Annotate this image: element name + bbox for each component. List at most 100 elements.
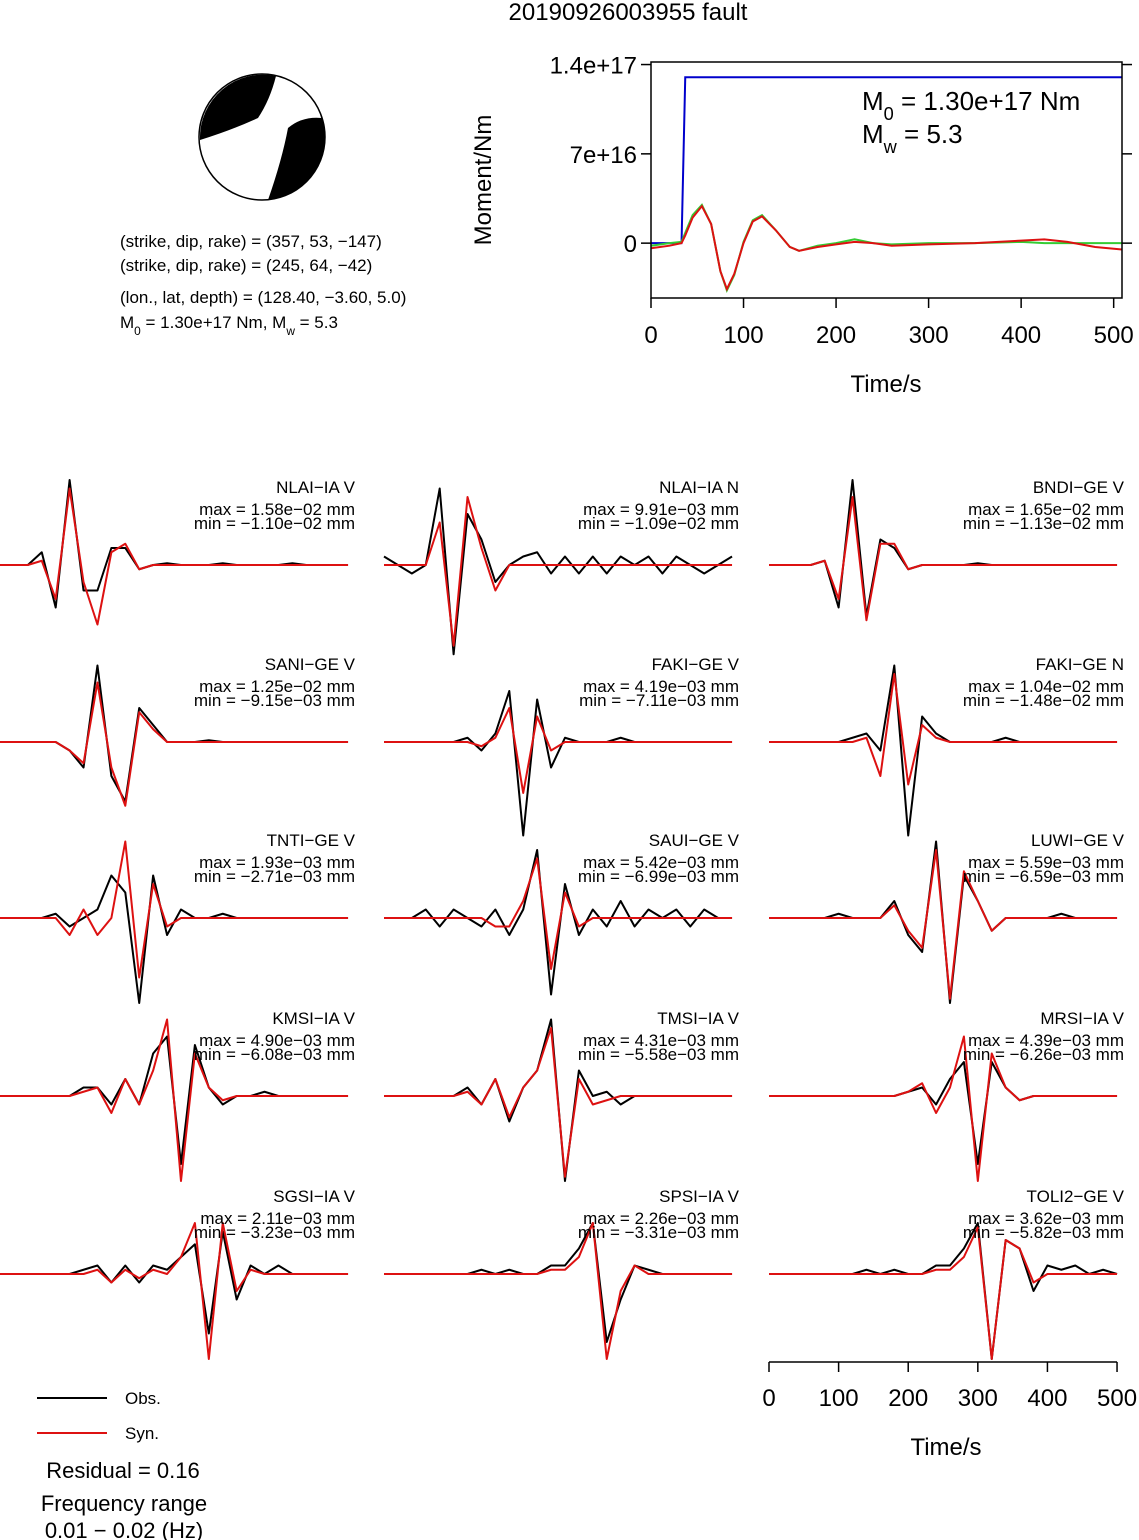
station-label: FAKI−GE V [652, 655, 740, 674]
max-label: max = 1.65e−02 mm [968, 500, 1124, 519]
max-label: max = 1.25e−02 mm [199, 677, 355, 696]
x-tick-label: 100 [724, 322, 764, 349]
plot-frame [650, 61, 1123, 299]
x-tick-label: 200 [816, 322, 856, 349]
min-label: min = −5.58e−03 mm [578, 1045, 739, 1064]
min-label: min = −7.11e−03 mm [579, 691, 739, 710]
beachball [198, 73, 326, 201]
synthetic-trace [0, 840, 349, 979]
min-label: min = −3.23e−03 mm [194, 1223, 355, 1242]
station-label: BNDI−GE V [1033, 478, 1125, 497]
x-tick-label: 100 [819, 1385, 859, 1412]
synthetic-trace [769, 1226, 1118, 1360]
station-label: TNTI−GE V [267, 831, 356, 850]
nodal-plane: (strike, dip, rake) = (357, 53, −147) [120, 232, 382, 251]
max-label: max = 4.39e−03 mm [968, 1031, 1124, 1050]
min-label: min = −5.82e−03 mm [963, 1223, 1124, 1242]
station-label: NLAI−IA N [659, 478, 739, 497]
annotation: M0 = 1.30e+17 Nm [862, 86, 1080, 124]
text-part: = 1.30e+17 Nm, M [141, 313, 287, 332]
min-label: min = −1.10e−02 mm [194, 514, 355, 533]
text-part: M [120, 313, 134, 332]
max-label: max = 2.11e−03 mm [200, 1209, 355, 1228]
station-label: TMSI−IA V [657, 1009, 739, 1028]
synthetic-trace [384, 1027, 733, 1178]
synthetic-trace [0, 1222, 349, 1360]
beachball-quadrant [199, 74, 276, 140]
text-part: = 1.30e+17 Nm [894, 86, 1080, 116]
station-label: MRSI−IA V [1040, 1009, 1124, 1028]
min-label: min = −6.59e−03 mm [963, 867, 1124, 886]
station-label: SPSI−IA V [659, 1187, 740, 1206]
station-label: SANI−GE V [265, 655, 356, 674]
station-label: LUWI−GE V [1031, 831, 1125, 850]
frequency-range: 0.01 − 0.02 (Hz) [45, 1518, 203, 1540]
x-tick-label: 300 [909, 322, 949, 349]
synthetic-trace [769, 496, 1118, 622]
text-part: = 5.3 [897, 119, 963, 149]
figure-title: 20190926003955 fault [509, 0, 748, 26]
x-tick-label: 400 [1027, 1385, 1067, 1412]
observed-trace [384, 849, 733, 996]
x-tick-label: 500 [1094, 322, 1134, 349]
synthetic-trace [0, 487, 349, 626]
x-tick-label: 200 [888, 1385, 928, 1412]
max-label: max = 3.62e−03 mm [968, 1209, 1124, 1228]
y-axis-title: Moment/Nm [470, 115, 497, 246]
synthetic-trace [384, 707, 733, 794]
max-label: max = 1.58e−02 mm [199, 500, 355, 519]
text-part: = 5.3 [295, 313, 338, 332]
legend-label: Syn. [125, 1424, 159, 1443]
station-label: SAUI−GE V [649, 831, 740, 850]
subscript: 0 [134, 324, 141, 338]
min-label: min = −6.26e−03 mm [963, 1045, 1124, 1064]
max-label: max = 4.90e−03 mm [199, 1031, 355, 1050]
synthetic-trace [769, 673, 1118, 786]
max-label: max = 4.19e−03 mm [583, 677, 739, 696]
synthetic-trace [384, 1222, 733, 1360]
max-label: max = 1.04e−02 mm [968, 677, 1124, 696]
synthetic-trace [769, 1035, 1118, 1182]
synthetic-trace [384, 496, 733, 647]
moment-curve [651, 76, 1122, 245]
moment-curve [650, 204, 1123, 292]
x-tick-label: 0 [644, 322, 657, 349]
y-tick-label: 7e+16 [570, 142, 637, 169]
min-label: min = −2.71e−03 mm [194, 867, 355, 886]
max-label: max = 1.93e−03 mm [199, 853, 355, 872]
frequency-range: Frequency range [41, 1491, 207, 1516]
station-label: SGSI−IA V [273, 1187, 355, 1206]
x-tick-label: 0 [762, 1385, 775, 1412]
y-tick-label: 1.4e+17 [550, 53, 637, 80]
station-label: NLAI−IA V [276, 478, 356, 497]
synthetic-trace [0, 681, 349, 807]
min-label: min = −1.09e−02 mm [578, 514, 739, 533]
nodal-plane: (strike, dip, rake) = (245, 64, −42) [120, 256, 372, 275]
station-label: KMSI−IA V [272, 1009, 355, 1028]
max-label: max = 2.26e−03 mm [583, 1209, 739, 1228]
station-label: FAKI−GE N [1036, 655, 1124, 674]
station-label: TOLI2−GE V [1027, 1187, 1125, 1206]
min-label: min = −6.99e−03 mm [578, 867, 739, 886]
residual: Residual = 0.16 [46, 1458, 200, 1483]
x-tick-label: 500 [1097, 1385, 1137, 1412]
text-part: M [862, 86, 884, 116]
subscript: w [285, 324, 295, 338]
min-label: min = −3.31e−03 mm [578, 1223, 739, 1242]
location: (lon., lat, depth) = (128.40, −3.60, 5.0… [120, 288, 406, 307]
max-label: max = 9.91e−03 mm [583, 500, 739, 519]
y-tick-label: 0 [624, 231, 637, 258]
min-label: min = −1.13e−02 mm [963, 514, 1124, 533]
x-tick-label: 300 [958, 1385, 998, 1412]
min-label: min = −9.15e−03 mm [194, 691, 355, 710]
x-axis-title: Time/s [910, 1434, 981, 1461]
max-label: max = 5.59e−03 mm [968, 853, 1124, 872]
max-label: max = 4.31e−03 mm [583, 1031, 739, 1050]
min-label: min = −6.08e−03 mm [194, 1045, 355, 1064]
x-axis-title: Time/s [850, 371, 921, 398]
legend-label: Obs. [125, 1389, 161, 1408]
moment-line: M0 = 1.30e+17 Nm, Mw = 5.3 [120, 313, 338, 338]
